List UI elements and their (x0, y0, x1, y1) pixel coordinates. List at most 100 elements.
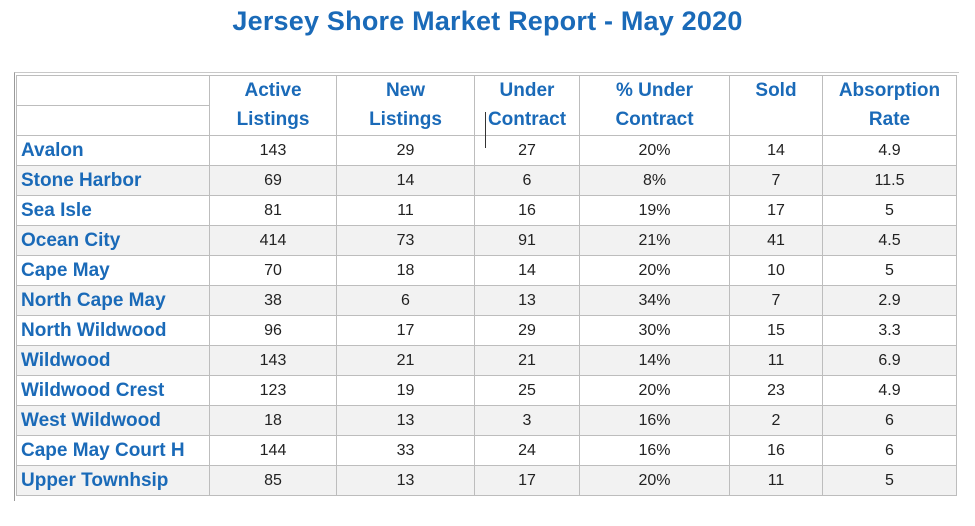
cell-pct-under-contract[interactable]: 21% (579, 225, 730, 256)
cell-active-listings[interactable]: 81 (209, 195, 337, 226)
cell-under-contract[interactable]: 6 (474, 165, 580, 196)
cell-town[interactable]: Stone Harbor (16, 165, 210, 196)
header-new-line2[interactable]: Listings (336, 105, 475, 136)
cell-pct-under-contract[interactable]: 20% (579, 135, 730, 166)
cell-pct-under-contract[interactable]: 19% (579, 195, 730, 226)
cell-new-listings[interactable]: 73 (336, 225, 475, 256)
cell-under-contract[interactable]: 16 (474, 195, 580, 226)
cell-new-listings[interactable]: 21 (336, 345, 475, 376)
cell-under-contract[interactable]: 29 (474, 315, 580, 346)
cell-absorption-rate[interactable]: 3.3 (822, 315, 957, 346)
cell-under-contract[interactable]: 91 (474, 225, 580, 256)
cell-pct-under-contract[interactable]: 20% (579, 375, 730, 406)
cell-absorption-rate[interactable]: 5 (822, 195, 957, 226)
header-new-line1[interactable]: New (336, 75, 475, 106)
table-row: Wildwood 143 21 21 14% 11 6.9 (16, 345, 957, 376)
cell-absorption-rate[interactable]: 11.5 (822, 165, 957, 196)
cell-sold[interactable]: 41 (729, 225, 823, 256)
cell-town[interactable]: Upper Townhsip (16, 465, 210, 496)
cell-new-listings[interactable]: 19 (336, 375, 475, 406)
cell-sold[interactable]: 17 (729, 195, 823, 226)
cell-active-listings[interactable]: 143 (209, 345, 337, 376)
cell-absorption-rate[interactable]: 2.9 (822, 285, 957, 316)
cell-new-listings[interactable]: 13 (336, 465, 475, 496)
cell-pct-under-contract[interactable]: 14% (579, 345, 730, 376)
cell-active-listings[interactable]: 96 (209, 315, 337, 346)
cell-absorption-rate[interactable]: 4.5 (822, 225, 957, 256)
cell-absorption-rate[interactable]: 4.9 (822, 135, 957, 166)
cell-absorption-rate[interactable]: 5 (822, 465, 957, 496)
cell-pct-under-contract[interactable]: 20% (579, 465, 730, 496)
cell-absorption-rate[interactable]: 5 (822, 255, 957, 286)
header-cell-corner-2[interactable] (16, 105, 210, 136)
cell-under-contract[interactable]: 27 (474, 135, 580, 166)
cell-pct-under-contract[interactable]: 30% (579, 315, 730, 346)
cell-new-listings[interactable]: 18 (336, 255, 475, 286)
cell-new-listings[interactable]: 33 (336, 435, 475, 466)
cell-new-listings[interactable]: 17 (336, 315, 475, 346)
header-under-line2[interactable]: Contract (474, 105, 580, 136)
cell-under-contract[interactable]: 21 (474, 345, 580, 376)
cell-pct-under-contract[interactable]: 8% (579, 165, 730, 196)
cell-absorption-rate[interactable]: 6 (822, 435, 957, 466)
table-row: Ocean City 414 73 91 21% 41 4.5 (16, 225, 957, 256)
cell-active-listings[interactable]: 123 (209, 375, 337, 406)
cell-under-contract[interactable]: 3 (474, 405, 580, 436)
cell-active-listings[interactable]: 143 (209, 135, 337, 166)
cell-under-contract[interactable]: 14 (474, 255, 580, 286)
cell-absorption-rate[interactable]: 4.9 (822, 375, 957, 406)
cell-town[interactable]: Wildwood Crest (16, 375, 210, 406)
cell-active-listings[interactable]: 414 (209, 225, 337, 256)
cell-active-listings[interactable]: 69 (209, 165, 337, 196)
cell-sold[interactable]: 10 (729, 255, 823, 286)
cell-new-listings[interactable]: 11 (336, 195, 475, 226)
cell-sold[interactable]: 23 (729, 375, 823, 406)
cell-pct-under-contract[interactable]: 16% (579, 435, 730, 466)
header-sold-line2[interactable] (729, 105, 823, 136)
cell-new-listings[interactable]: 14 (336, 165, 475, 196)
header-active-line1[interactable]: Active (209, 75, 337, 106)
header-sold-line1[interactable]: Sold (729, 75, 823, 106)
cell-absorption-rate[interactable]: 6.9 (822, 345, 957, 376)
cell-town[interactable]: Cape May (16, 255, 210, 286)
cell-active-listings[interactable]: 85 (209, 465, 337, 496)
cell-town[interactable]: North Cape May (16, 285, 210, 316)
cell-town[interactable]: Avalon (16, 135, 210, 166)
cell-sold[interactable]: 15 (729, 315, 823, 346)
header-cell-corner[interactable] (16, 75, 210, 106)
cell-under-contract[interactable]: 25 (474, 375, 580, 406)
cell-town[interactable]: West Wildwood (16, 405, 210, 436)
cell-sold[interactable]: 14 (729, 135, 823, 166)
cell-sold[interactable]: 11 (729, 465, 823, 496)
header-pct-under-line2[interactable]: Contract (579, 105, 730, 136)
cell-town[interactable]: Cape May Court H (16, 435, 210, 466)
cell-pct-under-contract[interactable]: 34% (579, 285, 730, 316)
cell-sold[interactable]: 11 (729, 345, 823, 376)
cell-sold[interactable]: 16 (729, 435, 823, 466)
cell-town[interactable]: Sea Isle (16, 195, 210, 226)
cell-new-listings[interactable]: 29 (336, 135, 475, 166)
cell-town[interactable]: North Wildwood (16, 315, 210, 346)
cell-pct-under-contract[interactable]: 16% (579, 405, 730, 436)
header-absorption-line1[interactable]: Absorption (822, 75, 957, 106)
cell-under-contract[interactable]: 17 (474, 465, 580, 496)
cell-active-listings[interactable]: 70 (209, 255, 337, 286)
cell-absorption-rate[interactable]: 6 (822, 405, 957, 436)
cell-sold[interactable]: 2 (729, 405, 823, 436)
cell-sold[interactable]: 7 (729, 285, 823, 316)
cell-town[interactable]: Ocean City (16, 225, 210, 256)
header-pct-under-line1[interactable]: % Under (579, 75, 730, 106)
cell-town[interactable]: Wildwood (16, 345, 210, 376)
cell-under-contract[interactable]: 24 (474, 435, 580, 466)
header-active-line2[interactable]: Listings (209, 105, 337, 136)
cell-new-listings[interactable]: 6 (336, 285, 475, 316)
cell-active-listings[interactable]: 144 (209, 435, 337, 466)
header-absorption-line2[interactable]: Rate (822, 105, 957, 136)
cell-sold[interactable]: 7 (729, 165, 823, 196)
cell-new-listings[interactable]: 13 (336, 405, 475, 436)
cell-under-contract[interactable]: 13 (474, 285, 580, 316)
cell-active-listings[interactable]: 38 (209, 285, 337, 316)
header-under-line1[interactable]: Under (474, 75, 580, 106)
cell-active-listings[interactable]: 18 (209, 405, 337, 436)
cell-pct-under-contract[interactable]: 20% (579, 255, 730, 286)
